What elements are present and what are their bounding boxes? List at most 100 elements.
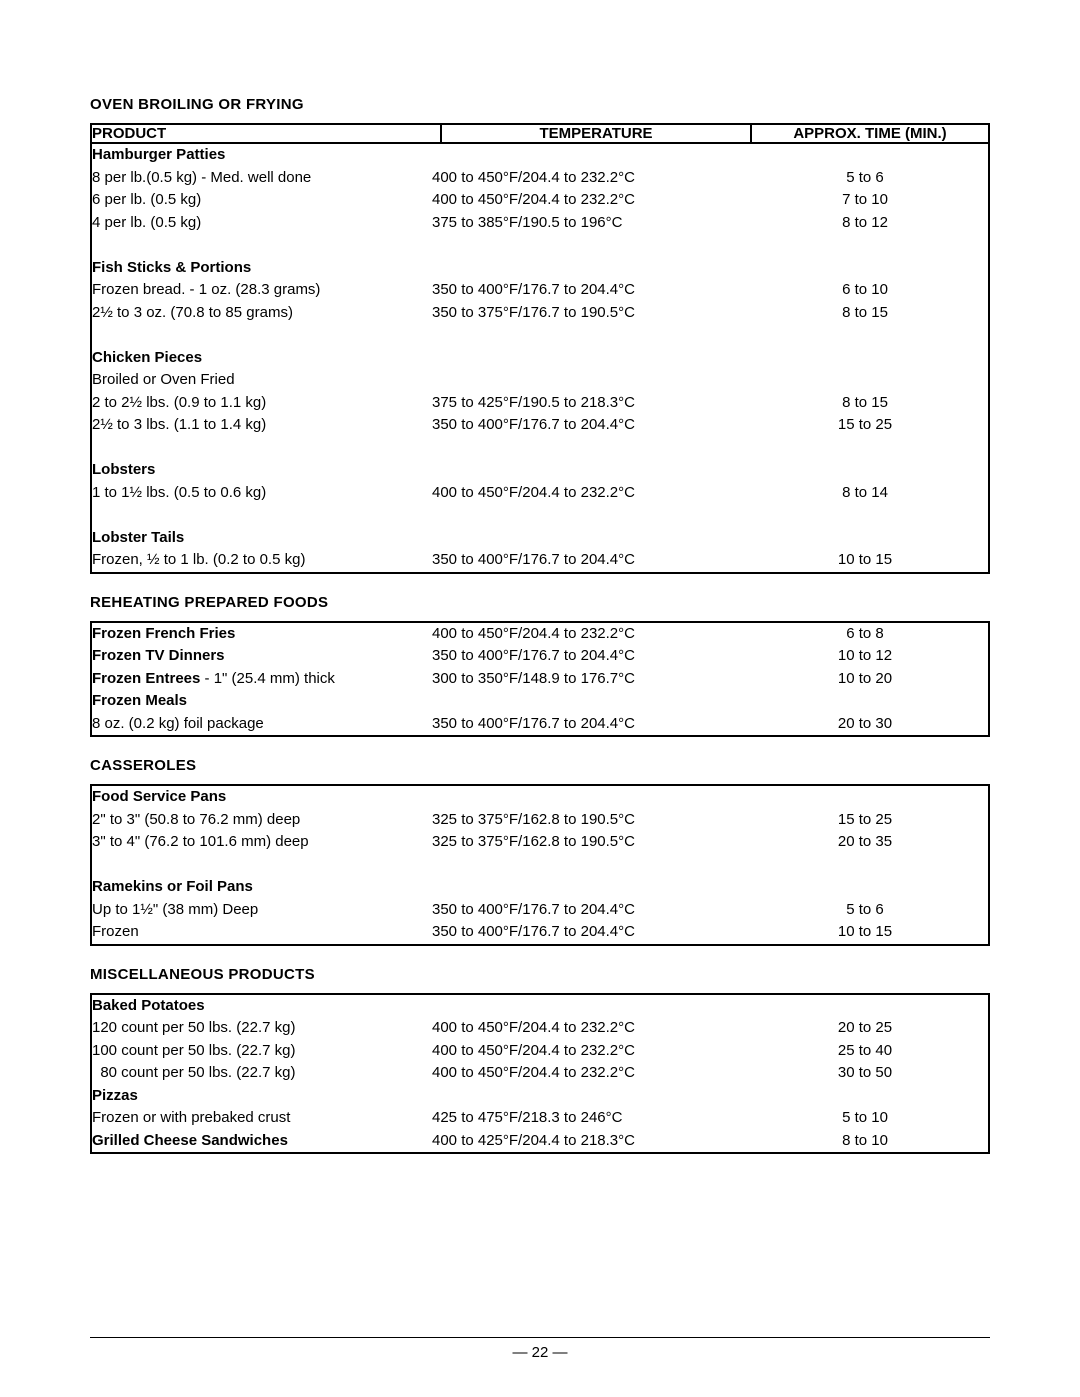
cell-time: 20 to 30 bbox=[742, 713, 988, 736]
table-row: Food Service Pans bbox=[92, 786, 988, 809]
cell-product: Grilled Cheese Sandwiches bbox=[92, 1130, 432, 1153]
cell-temperature: 350 to 375°F/176.7 to 190.5°C bbox=[432, 302, 742, 325]
cell-product: Frozen Meals bbox=[92, 690, 432, 713]
cell-time: 6 to 8 bbox=[742, 623, 988, 646]
cell-temperature: 400 to 450°F/204.4 to 232.2°C bbox=[432, 482, 742, 505]
cell-time bbox=[742, 347, 988, 370]
cell-product: 6 per lb. (0.5 kg) bbox=[92, 189, 432, 212]
cell-product: 3" to 4" (76.2 to 101.6 mm) deep bbox=[92, 831, 432, 854]
table-row: Pizzas bbox=[92, 1085, 988, 1108]
cooking-table: Frozen French Fries400 to 450°F/204.4 to… bbox=[90, 621, 990, 738]
table-row: Grilled Cheese Sandwiches400 to 425°F/20… bbox=[92, 1130, 988, 1153]
cell-time: 10 to 12 bbox=[742, 645, 988, 668]
section-title: OVEN BROILING OR FRYING bbox=[90, 96, 990, 113]
cell-product: Frozen bbox=[92, 921, 432, 944]
cell-temperature: 350 to 400°F/176.7 to 204.4°C bbox=[432, 414, 742, 437]
cell-product: 2" to 3" (50.8 to 76.2 mm) deep bbox=[92, 809, 432, 832]
table-row: Hamburger Patties bbox=[92, 144, 988, 167]
cooking-table: Baked Potatoes120 count per 50 lbs. (22.… bbox=[90, 993, 990, 1155]
cell-product: 8 oz. (0.2 kg) foil package bbox=[92, 713, 432, 736]
table-row: 4 per lb. (0.5 kg)375 to 385°F/190.5 to … bbox=[92, 212, 988, 235]
content-area: OVEN BROILING OR FRYING PRODUCTTEMPERATUR… bbox=[90, 96, 990, 1154]
table-row: Frozen, ½ to 1 lb. (0.2 to 0.5 kg)350 to… bbox=[92, 549, 988, 572]
cell-temperature: 325 to 375°F/162.8 to 190.5°C bbox=[432, 831, 742, 854]
cell-temperature: 375 to 425°F/190.5 to 218.3°C bbox=[432, 392, 742, 415]
cell-time: 8 to 12 bbox=[742, 212, 988, 235]
col-header-time: APPROX. TIME (MIN.) bbox=[751, 124, 989, 143]
cell-temperature: 375 to 385°F/190.5 to 196°C bbox=[432, 212, 742, 235]
table-row: Frozen Entrees - 1" (25.4 mm) thick300 t… bbox=[92, 668, 988, 691]
table-row: Frozen TV Dinners350 to 400°F/176.7 to 2… bbox=[92, 645, 988, 668]
cell-product: 2½ to 3 oz. (70.8 to 85 grams) bbox=[92, 302, 432, 325]
cell-temperature bbox=[432, 1085, 742, 1108]
table-row: 120 count per 50 lbs. (22.7 kg)400 to 45… bbox=[92, 1017, 988, 1040]
table-row: Up to 1½" (38 mm) Deep350 to 400°F/176.7… bbox=[92, 899, 988, 922]
cell-temperature bbox=[432, 347, 742, 370]
cell-temperature bbox=[432, 369, 742, 392]
table-row: Frozen Meals bbox=[92, 690, 988, 713]
cell-temperature: 400 to 450°F/204.4 to 232.2°C bbox=[432, 1062, 742, 1085]
cell-product: Ramekins or Foil Pans bbox=[92, 876, 432, 899]
cell-time: 5 to 6 bbox=[742, 899, 988, 922]
table-row: Frozen French Fries400 to 450°F/204.4 to… bbox=[92, 623, 988, 646]
cell-time bbox=[742, 369, 988, 392]
cell-temperature bbox=[432, 144, 742, 167]
cell-product: Chicken Pieces bbox=[92, 347, 432, 370]
table-row: Lobsters bbox=[92, 459, 988, 482]
cell-product: Frozen French Fries bbox=[92, 623, 432, 646]
cell-time: 25 to 40 bbox=[742, 1040, 988, 1063]
cell-time bbox=[742, 786, 988, 809]
table-row: Fish Sticks & Portions bbox=[92, 257, 988, 280]
cell-temperature bbox=[432, 995, 742, 1018]
cell-temperature: 300 to 350°F/148.9 to 176.7°C bbox=[432, 668, 742, 691]
cell-temperature bbox=[432, 786, 742, 809]
cell-temperature: 400 to 450°F/204.4 to 232.2°C bbox=[432, 623, 742, 646]
cell-time bbox=[742, 690, 988, 713]
cell-time: 8 to 14 bbox=[742, 482, 988, 505]
cell-temperature bbox=[432, 690, 742, 713]
cell-temperature bbox=[432, 876, 742, 899]
cell-time: 8 to 15 bbox=[742, 302, 988, 325]
cell-temperature: 350 to 400°F/176.7 to 204.4°C bbox=[432, 549, 742, 572]
cell-product: Hamburger Patties bbox=[92, 144, 432, 167]
cell-time: 10 to 20 bbox=[742, 668, 988, 691]
cell-product: Baked Potatoes bbox=[92, 995, 432, 1018]
cell-product: 100 count per 50 lbs. (22.7 kg) bbox=[92, 1040, 432, 1063]
cell-time: 10 to 15 bbox=[742, 549, 988, 572]
cell-product: 2 to 2½ lbs. (0.9 to 1.1 kg) bbox=[92, 392, 432, 415]
table-row: Ramekins or Foil Pans bbox=[92, 876, 988, 899]
cell-product: Frozen TV Dinners bbox=[92, 645, 432, 668]
table-row bbox=[92, 324, 988, 347]
cell-time bbox=[742, 257, 988, 280]
cell-temperature: 400 to 450°F/204.4 to 232.2°C bbox=[432, 189, 742, 212]
table-row: 3" to 4" (76.2 to 101.6 mm) deep325 to 3… bbox=[92, 831, 988, 854]
cell-temperature: 350 to 400°F/176.7 to 204.4°C bbox=[432, 645, 742, 668]
table-row: Frozen bread. - 1 oz. (28.3 grams)350 to… bbox=[92, 279, 988, 302]
cooking-table: PRODUCTTEMPERATUREAPPROX. TIME (MIN.)Ham… bbox=[90, 123, 990, 574]
cell-product: Pizzas bbox=[92, 1085, 432, 1108]
cell-time bbox=[742, 527, 988, 550]
section-title: REHEATING PREPARED FOODS bbox=[90, 594, 990, 611]
cooking-table: Food Service Pans2" to 3" (50.8 to 76.2 … bbox=[90, 784, 990, 946]
cell-temperature: 400 to 450°F/204.4 to 232.2°C bbox=[432, 1017, 742, 1040]
cell-temperature: 350 to 400°F/176.7 to 204.4°C bbox=[432, 921, 742, 944]
table-row: Broiled or Oven Fried bbox=[92, 369, 988, 392]
table-row: 80 count per 50 lbs. (22.7 kg)400 to 450… bbox=[92, 1062, 988, 1085]
cell-product: 4 per lb. (0.5 kg) bbox=[92, 212, 432, 235]
cell-temperature bbox=[432, 527, 742, 550]
cell-time: 15 to 25 bbox=[742, 414, 988, 437]
cell-time: 6 to 10 bbox=[742, 279, 988, 302]
cell-product: Lobster Tails bbox=[92, 527, 432, 550]
cell-product: Frozen bread. - 1 oz. (28.3 grams) bbox=[92, 279, 432, 302]
cell-product: Fish Sticks & Portions bbox=[92, 257, 432, 280]
table-row: 2" to 3" (50.8 to 76.2 mm) deep325 to 37… bbox=[92, 809, 988, 832]
cell-temperature: 350 to 400°F/176.7 to 204.4°C bbox=[432, 713, 742, 736]
cell-temperature: 400 to 450°F/204.4 to 232.2°C bbox=[432, 1040, 742, 1063]
table-row: Lobster Tails bbox=[92, 527, 988, 550]
table-row: Frozen350 to 400°F/176.7 to 204.4°C10 to… bbox=[92, 921, 988, 944]
cell-time bbox=[742, 995, 988, 1018]
cell-product: Frozen or with prebaked crust bbox=[92, 1107, 432, 1130]
table-row: Baked Potatoes bbox=[92, 995, 988, 1018]
cell-time bbox=[742, 876, 988, 899]
table-row: 8 per lb.(0.5 kg) - Med. well done400 to… bbox=[92, 167, 988, 190]
